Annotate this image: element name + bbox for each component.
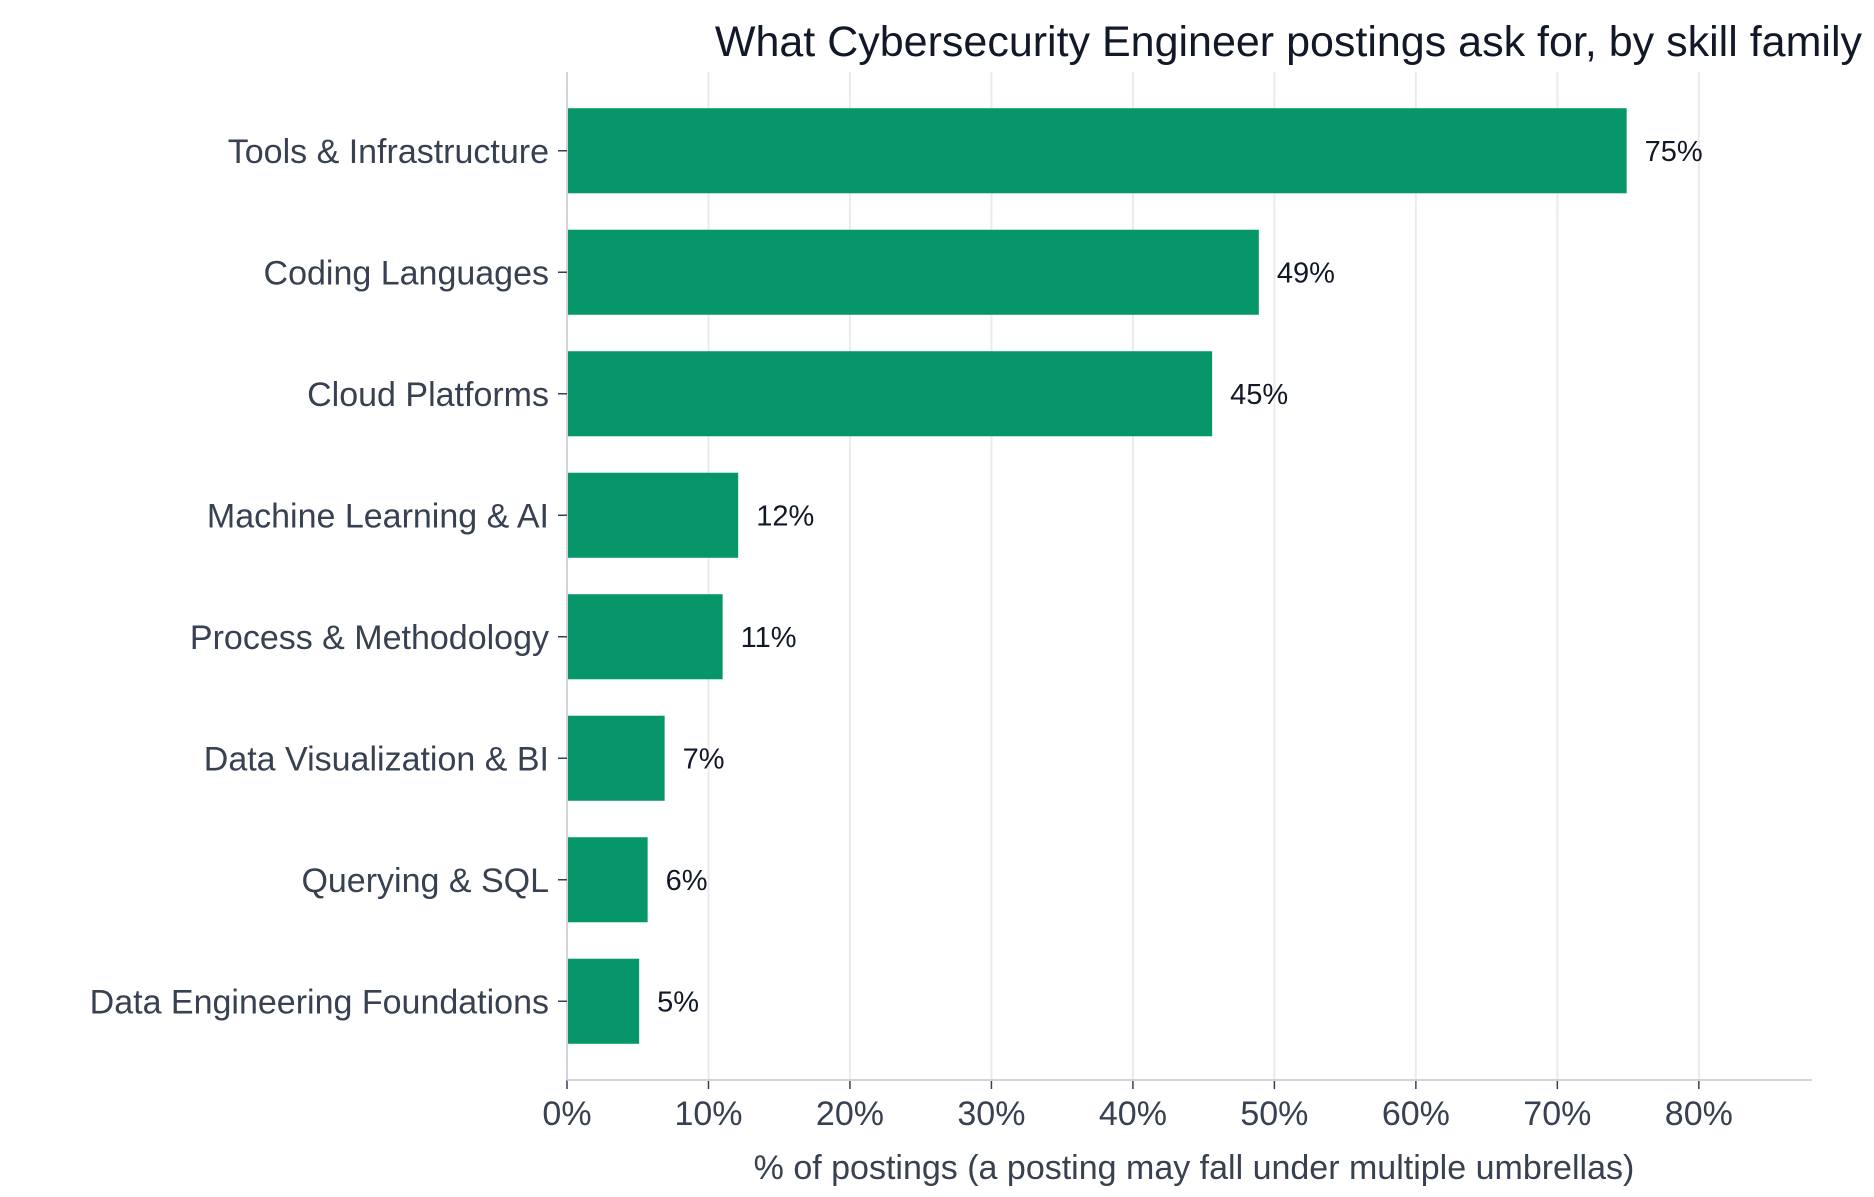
category-label: Querying & SQL	[301, 862, 549, 900]
data-label: 6%	[666, 865, 708, 897]
data-label: 7%	[683, 743, 725, 775]
category-label: Process & Methodology	[190, 619, 549, 657]
axes	[558, 72, 1812, 1089]
data-label: 45%	[1230, 379, 1288, 411]
labels: 0% 10% 20% 30% 40% 50% 60% 70% 80% Tools & Infras…	[90, 133, 1733, 1133]
category-label: Machine Learning & AI	[207, 497, 549, 535]
x-tick-label: 80%	[1665, 1095, 1733, 1133]
bar	[567, 472, 739, 558]
x-tick-label: 60%	[1382, 1095, 1450, 1133]
bar	[567, 108, 1627, 194]
data-label: 12%	[756, 500, 814, 532]
category-label: Cloud Platforms	[307, 376, 549, 414]
bars	[567, 108, 1627, 1044]
data-label: 49%	[1277, 257, 1335, 289]
chart-title: What Cybersecurity Engineer postings ask…	[715, 18, 1863, 66]
x-tick-label: 40%	[1099, 1095, 1167, 1133]
gridlines	[566, 72, 1700, 1080]
bar	[567, 715, 665, 801]
bar	[567, 958, 640, 1044]
category-label: Coding Languages	[264, 254, 549, 292]
x-axis-title: % of postings (a posting may fall under …	[754, 1149, 1635, 1187]
bar	[567, 229, 1259, 315]
x-tick-label: 0%	[542, 1095, 591, 1133]
category-label: Tools & Infrastructure	[228, 133, 549, 171]
x-tick-label: 70%	[1523, 1095, 1591, 1133]
data-label: 5%	[657, 986, 699, 1018]
data-label: 75%	[1645, 136, 1703, 168]
category-label: Data Engineering Foundations	[90, 983, 549, 1021]
x-tick-label: 20%	[816, 1095, 884, 1133]
bar	[567, 837, 648, 923]
bar	[567, 351, 1213, 437]
x-tick-label: 10%	[674, 1095, 742, 1133]
category-label: Data Visualization & BI	[204, 740, 549, 778]
data-label: 11%	[741, 622, 797, 654]
bar	[567, 594, 723, 680]
x-tick-label: 30%	[957, 1095, 1025, 1133]
x-tick-label: 50%	[1240, 1095, 1308, 1133]
